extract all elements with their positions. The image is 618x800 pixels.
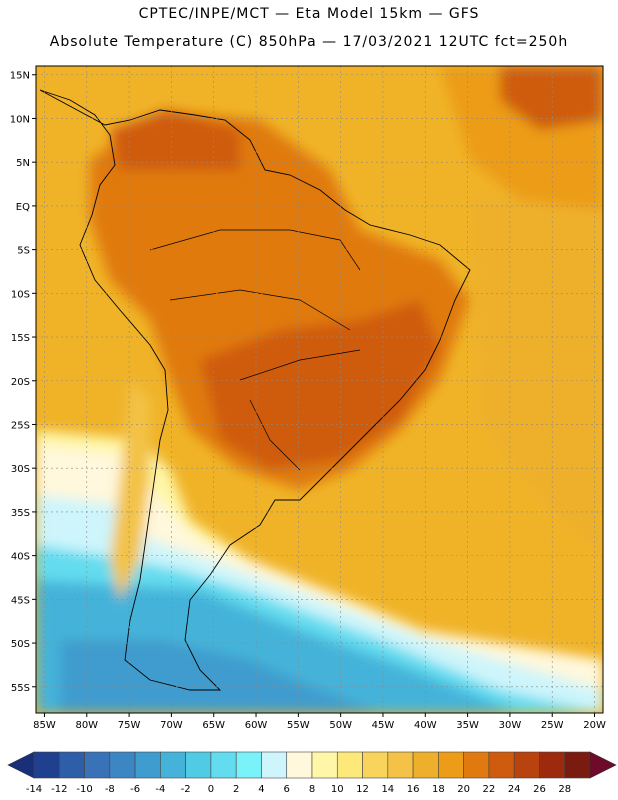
lon-label: 75W bbox=[118, 720, 141, 731]
lat-label: 30S bbox=[11, 464, 30, 475]
colorbar-swatch bbox=[33, 751, 60, 779]
temperature-field bbox=[36, 66, 603, 713]
colorbar-swatch bbox=[336, 751, 363, 779]
lat-label: 55S bbox=[11, 683, 30, 694]
lon-label: 50W bbox=[329, 720, 352, 731]
colorbar-label: 20 bbox=[457, 784, 470, 795]
lat-label: 10N bbox=[10, 114, 30, 125]
lon-label: 85W bbox=[33, 720, 56, 731]
colorbar-swatch bbox=[311, 751, 338, 779]
colorbar-swatch bbox=[387, 751, 414, 779]
colorbar-label: 18 bbox=[432, 784, 445, 795]
colorbar-label: 22 bbox=[483, 784, 496, 795]
colorbar-swatch bbox=[58, 751, 85, 779]
lat-label: 20S bbox=[11, 377, 30, 388]
map-title-line-2: Absolute Temperature (C) 850hPa — 17/03/… bbox=[49, 34, 569, 50]
latitude-labels: 15N 10N 5N EQ 5S 10S 15S 20S 25S 30S 35S 40S 45S 50S 5… bbox=[10, 71, 36, 694]
coastline bbox=[39, 89, 471, 691]
colorbar-swatch bbox=[84, 751, 111, 779]
lon-label: 35W bbox=[456, 720, 479, 731]
lon-label: 25W bbox=[541, 720, 564, 731]
lat-label: 10S bbox=[11, 289, 30, 300]
lon-label: 65W bbox=[202, 720, 225, 731]
lon-label: 40W bbox=[414, 720, 437, 731]
longitude-labels: 85W 80W 75W 70W 65W 60W 55W 50W 45W 40W 35W 30W 25W 2… bbox=[33, 713, 606, 731]
colorbar-label: -10 bbox=[76, 784, 92, 795]
lat-label: 45S bbox=[11, 595, 30, 606]
colorbar-swatch bbox=[438, 751, 464, 779]
lat-label: 40S bbox=[11, 552, 30, 563]
map-frame bbox=[35, 65, 604, 714]
colorbar-label: 4 bbox=[258, 784, 264, 795]
lat-label: 5N bbox=[16, 158, 30, 169]
lat-label: 15S bbox=[11, 333, 30, 344]
lon-label: 60W bbox=[245, 720, 268, 731]
colorbar-swatch bbox=[564, 751, 591, 779]
colorbar-swatch bbox=[134, 751, 161, 779]
colorbar-label: 24 bbox=[508, 784, 521, 795]
colorbar-label: 8 bbox=[309, 784, 315, 795]
map-title-line-1: CPTEC/INPE/MCT — Eta Model 15km — GFS bbox=[138, 6, 480, 22]
colorbar-label: 2 bbox=[233, 784, 239, 795]
colorbar-swatch bbox=[513, 751, 540, 779]
colorbar-label: -4 bbox=[155, 784, 165, 795]
colorbar-high-arrow bbox=[589, 751, 617, 779]
colorbar-label: -6 bbox=[130, 784, 140, 795]
lat-label: 5S bbox=[17, 246, 30, 257]
colorbar-label: -14 bbox=[26, 784, 42, 795]
colorbar-swatch bbox=[160, 751, 186, 779]
colorbar-label: 14 bbox=[381, 784, 394, 795]
lat-label: 35S bbox=[11, 508, 30, 519]
lat-label: 50S bbox=[11, 639, 30, 650]
colorbar-swatch bbox=[185, 751, 212, 779]
colorbar-label: 28 bbox=[558, 784, 571, 795]
colorbar-label: 10 bbox=[331, 784, 344, 795]
colorbar-label: 6 bbox=[284, 784, 290, 795]
lat-label: 25S bbox=[11, 420, 30, 431]
lon-label: 20W bbox=[583, 720, 606, 731]
colorbar-label: -2 bbox=[181, 784, 191, 795]
colorbar-label: -8 bbox=[105, 784, 115, 795]
lon-label: 45W bbox=[372, 720, 395, 731]
lon-label: 55W bbox=[287, 720, 310, 731]
colorbar-swatch bbox=[412, 751, 439, 779]
colorbar-label: 16 bbox=[407, 784, 420, 795]
colorbar-low-arrow bbox=[7, 751, 35, 779]
colorbar-swatch bbox=[235, 751, 262, 779]
colorbar-swatch bbox=[539, 751, 566, 779]
colorbar-label: -12 bbox=[51, 784, 67, 795]
colorbar-swatch bbox=[109, 751, 136, 779]
colorbar-swatch bbox=[286, 751, 313, 779]
colorbar-label: 26 bbox=[533, 784, 546, 795]
colorbar-swatch bbox=[362, 751, 389, 779]
lat-label: EQ bbox=[16, 202, 30, 213]
colorbar-swatch bbox=[463, 751, 490, 779]
colorbar-label: 12 bbox=[356, 784, 369, 795]
lon-label: 80W bbox=[75, 720, 98, 731]
colorbar-swatch bbox=[488, 751, 515, 779]
colorbar-swatch bbox=[210, 751, 237, 779]
lat-label: 15N bbox=[10, 71, 30, 82]
lon-label: 30W bbox=[499, 720, 522, 731]
colorbar-label: 0 bbox=[208, 784, 214, 795]
colorbar-swatch bbox=[261, 751, 288, 779]
lon-label: 70W bbox=[160, 720, 183, 731]
